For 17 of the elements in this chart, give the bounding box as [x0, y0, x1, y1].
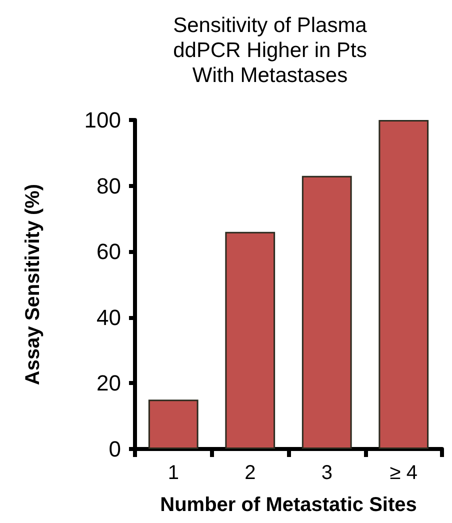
y-axis-title: Assay Sensitivity (%) [22, 184, 44, 386]
bar [302, 176, 352, 449]
y-tick-label: 80 [96, 173, 121, 198]
x-tick-label: 3 [321, 462, 332, 484]
y-tick-label: 60 [96, 239, 121, 264]
bar [148, 400, 198, 449]
y-tick-label: 40 [96, 304, 121, 330]
y-tick-label: 20 [96, 370, 121, 396]
y-tick-label: 100 [84, 108, 121, 132]
bar [378, 120, 429, 449]
x-tick-label: ≥ 4 [390, 462, 418, 484]
y-tick-label: 0 [108, 436, 121, 462]
x-tick-label: 1 [168, 462, 179, 484]
x-axis-title: Number of Metastatic Sites [160, 494, 417, 516]
x-tick-label: 2 [244, 462, 256, 484]
bar [225, 232, 276, 449]
chart-title: Sensitivity of Plasma ddPCR Higher in Pts With Metastases [173, 14, 368, 87]
